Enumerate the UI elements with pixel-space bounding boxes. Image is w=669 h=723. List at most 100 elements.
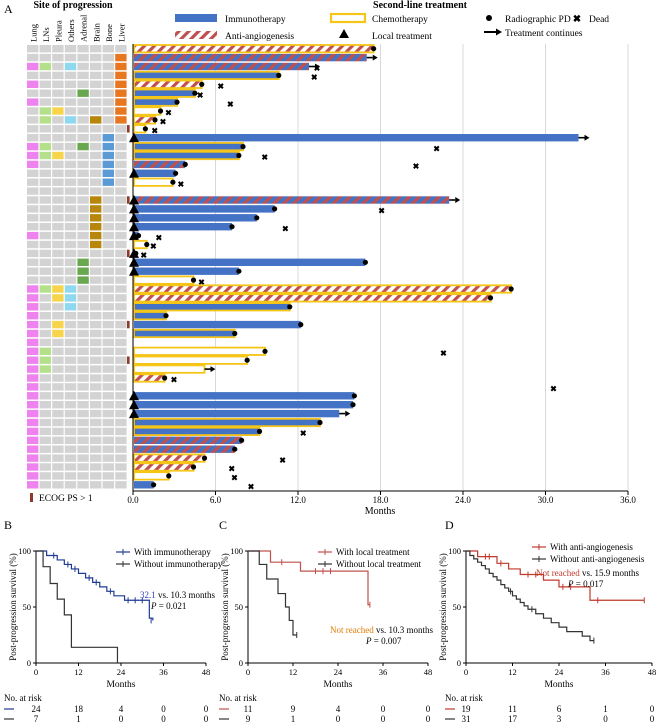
site-cell: [64, 223, 77, 231]
site-cell: [64, 463, 77, 471]
km-p-value: P = 0.007: [365, 636, 402, 646]
pd-marker: [190, 464, 197, 470]
continue-arrowhead: [584, 134, 590, 141]
treatment-bar: [133, 275, 195, 285]
km-risk-count: 1: [291, 714, 296, 723]
site-cell: [64, 374, 77, 382]
km-annotation: 32.1 vs. 10.3 months: [140, 590, 216, 600]
site-cell: [52, 329, 64, 338]
km-risk-count: 31: [462, 714, 471, 723]
treatment-bar: [133, 284, 513, 294]
site-cell: [90, 249, 102, 258]
site-cell: [115, 276, 127, 284]
km-risk-count: 0: [161, 714, 166, 723]
pd-marker: [192, 90, 198, 96]
site-cell: [90, 71, 102, 80]
pd-marker: [362, 259, 368, 265]
treatment-bar: [134, 436, 242, 444]
site-cell: [64, 472, 77, 480]
km-risk-count: 1: [603, 704, 608, 714]
pd-marker: [162, 375, 168, 381]
site-cell: [64, 89, 77, 97]
local-treatment-marker: [129, 168, 139, 178]
site-cell: [90, 427, 102, 436]
site-cell: [90, 294, 102, 302]
legend-dead-marker: ✖: [573, 14, 581, 25]
site-cell: [77, 249, 89, 258]
treatment-bar: [133, 88, 196, 98]
site-cell: [39, 80, 51, 88]
site-cell: [64, 125, 77, 133]
site-cell: [102, 125, 114, 133]
site-cell: [52, 151, 64, 160]
site-cell: [39, 125, 51, 133]
pd-marker: [508, 286, 514, 292]
site-cell: [115, 383, 127, 391]
km-y-label: Post-progression survival (%): [438, 553, 448, 661]
dead-marker: ✖: [282, 224, 289, 233]
pd-marker: [152, 117, 158, 123]
km-risk-count: 3: [557, 714, 562, 723]
dead-marker: ✖: [314, 64, 321, 73]
treatment-bar: [133, 302, 291, 312]
legend-label-chemotherapy: Chemotherapy: [372, 15, 428, 25]
site-cell: [27, 205, 39, 213]
local-treatment-marker: [129, 408, 139, 419]
site-cell: [39, 169, 51, 177]
pd-marker: [190, 277, 197, 283]
dead-marker: ✖: [231, 474, 238, 483]
site-cell: [102, 116, 114, 124]
site-cell: [27, 89, 39, 97]
site-cell: [27, 276, 39, 284]
site-cell: [27, 223, 39, 231]
km-y-tick-label: 50: [453, 602, 462, 612]
site-cell: [77, 214, 89, 222]
pd-marker: [199, 81, 205, 87]
pd-marker: [236, 268, 242, 274]
site-cell: [27, 365, 39, 373]
site-cell: [102, 205, 114, 213]
site-cell: [39, 240, 51, 249]
treatment-bar: [134, 267, 239, 275]
km-legend-label: Without anti-angiogenesis: [550, 554, 645, 564]
site-cell: [39, 436, 51, 444]
site-cell: [115, 62, 127, 71]
site-cell: [77, 196, 89, 204]
site-cell: [27, 294, 39, 302]
site-cell: [27, 463, 39, 471]
site-cell: [115, 53, 127, 62]
km-annotation-rest: vs. 10.3 months: [156, 590, 216, 600]
site-cell: [90, 187, 102, 195]
site-cell: [64, 303, 77, 311]
swimmer-x-axis: 0.0 6.0 12.0 18.0 24.0 30.0 36.0: [127, 44, 636, 505]
site-cell: [77, 116, 89, 124]
site-cell: [90, 178, 102, 186]
km-curve: [466, 550, 645, 601]
site-cell: [77, 125, 89, 133]
pd-marker: [256, 428, 263, 434]
km-curve: [36, 550, 119, 663]
site-cell: [52, 169, 64, 177]
site-cell: [39, 320, 51, 329]
site-cell: [115, 214, 127, 222]
site-cell: [102, 62, 114, 71]
site-cell: [64, 53, 77, 62]
site-cell: [77, 71, 89, 80]
site-cell: [77, 401, 89, 409]
km-risk-title: No. at risk: [4, 693, 42, 703]
site-cell: [64, 178, 77, 186]
site-cell: [90, 303, 102, 311]
pd-marker: [166, 473, 172, 479]
site-cell: [27, 374, 39, 382]
km-y-tick-label: 0: [239, 658, 243, 668]
legend-continue-arrow: [484, 28, 502, 36]
site-cell: [39, 329, 51, 338]
site-cell: [115, 294, 127, 302]
site-cell: [64, 169, 77, 177]
site-cell: [90, 383, 102, 391]
site-cell: [115, 134, 127, 142]
treatment-bar: [134, 53, 367, 62]
site-cell: [27, 125, 39, 133]
site-cell: [90, 445, 102, 453]
